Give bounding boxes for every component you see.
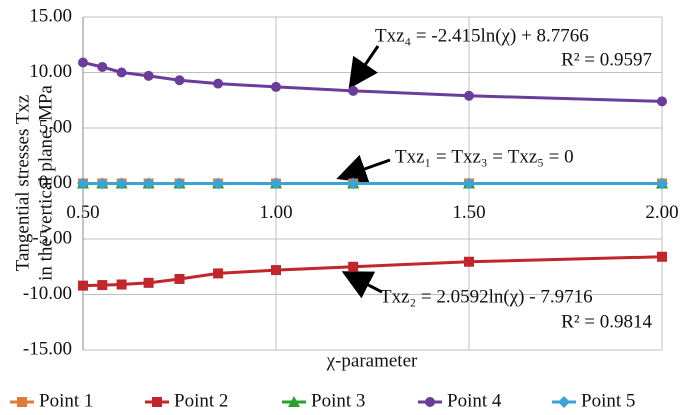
legend-marker bbox=[152, 397, 162, 407]
marker bbox=[271, 265, 281, 276]
marker bbox=[115, 177, 128, 190]
marker bbox=[78, 280, 88, 291]
legend-label: Point 3 bbox=[311, 390, 365, 411]
marker bbox=[348, 85, 359, 96]
marker bbox=[97, 280, 108, 291]
y-tick-label: -10.00 bbox=[23, 283, 72, 304]
annotation: Τxz₂ = 2.0592ln(χ) - 7.9716 bbox=[380, 286, 593, 307]
x-tick-label: 1.50 bbox=[452, 202, 485, 223]
legend-marker bbox=[558, 396, 570, 408]
marker bbox=[271, 81, 281, 92]
marker bbox=[464, 90, 474, 101]
y-label: Tangential stresses Txz bbox=[12, 95, 33, 272]
y-tick-label: 5.00 bbox=[39, 116, 72, 137]
y-tick-label: -5.00 bbox=[32, 227, 72, 248]
marker bbox=[213, 78, 224, 89]
x-label: χ-parameter bbox=[326, 350, 418, 371]
marker bbox=[77, 177, 89, 190]
arrow bbox=[341, 271, 383, 299]
marker bbox=[212, 177, 225, 190]
marker bbox=[657, 96, 667, 107]
marker bbox=[143, 70, 154, 81]
series-line bbox=[82, 61, 663, 103]
series-line bbox=[82, 255, 663, 288]
legend-label: Point 4 bbox=[447, 390, 502, 411]
y-tick-label: 15.00 bbox=[29, 5, 72, 26]
y-tick-label: 10.00 bbox=[29, 61, 72, 82]
annotation: Τxz₄ = -2.415ln(χ) + 8.7766 bbox=[375, 25, 589, 46]
marker bbox=[213, 268, 224, 279]
marker bbox=[97, 61, 108, 72]
marker bbox=[464, 256, 474, 267]
legend-marker bbox=[425, 397, 435, 407]
arrow bbox=[336, 154, 391, 184]
marker bbox=[348, 261, 359, 272]
marker bbox=[463, 177, 475, 190]
marker bbox=[656, 177, 668, 190]
marker bbox=[173, 177, 186, 190]
marker bbox=[657, 251, 667, 262]
x-tick-label: 1.00 bbox=[259, 202, 292, 223]
annotation: R² = 0.9597 bbox=[561, 49, 652, 70]
marker bbox=[270, 177, 282, 190]
marker bbox=[96, 177, 109, 190]
annotation: Τxz₁ = Τxz₃ = Τxz₅ = 0 bbox=[395, 146, 574, 167]
marker bbox=[142, 177, 155, 190]
legend-label: Point 1 bbox=[39, 390, 93, 411]
legend-label: Point 2 bbox=[174, 390, 228, 411]
marker bbox=[347, 177, 360, 190]
y-tick-label: 0.00 bbox=[39, 172, 72, 193]
legend-label: Point 5 bbox=[581, 390, 635, 411]
legend-marker bbox=[17, 397, 27, 407]
marker bbox=[143, 277, 154, 288]
y-label: in the vertical plane, MPa bbox=[35, 85, 56, 281]
y-tick-label: -15.00 bbox=[23, 338, 72, 359]
legend-marker bbox=[288, 396, 300, 407]
marker bbox=[116, 67, 127, 78]
annotation: R² = 0.9814 bbox=[561, 311, 652, 332]
marker bbox=[174, 273, 185, 284]
x-tick-label: 2.00 bbox=[645, 202, 678, 223]
marker bbox=[78, 57, 88, 68]
marker bbox=[116, 279, 127, 290]
marker bbox=[174, 75, 185, 86]
arrow bbox=[348, 45, 380, 89]
